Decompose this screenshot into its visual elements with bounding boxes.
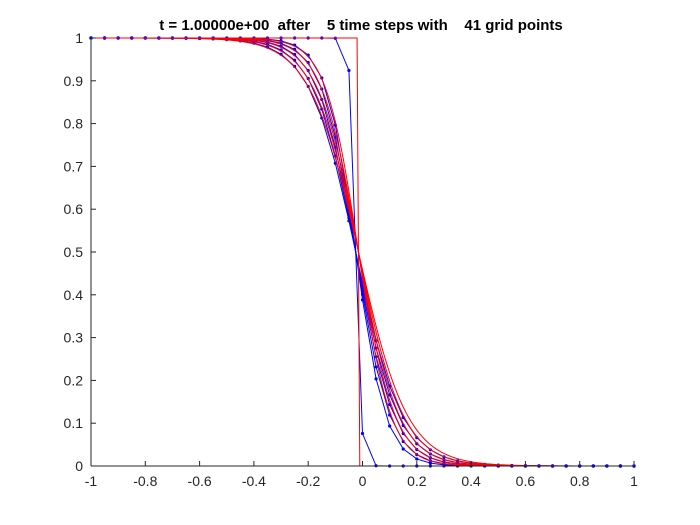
y-tick-label: 0.1: [64, 415, 84, 431]
x-tick-label: 0: [359, 473, 367, 489]
numerical-point: [415, 457, 419, 461]
numerical-point: [374, 377, 378, 381]
y-tick-label: 1: [75, 30, 83, 46]
x-tick-label: 0.4: [461, 473, 481, 489]
numerical-point: [401, 447, 405, 451]
ticks: -1 -0.8 -0.6 -0.4 -0.2 0 0.2 0.4 0.6 0.8 1 0 0.1 0.2 0…: [64, 30, 639, 489]
x-tick-label: -0.6: [188, 473, 212, 489]
y-tick-label: 0.2: [64, 372, 84, 388]
y-tick-label: 0.6: [64, 201, 84, 217]
x-tick-label: 0.6: [516, 473, 536, 489]
numerical-point: [388, 393, 392, 397]
y-tick-label: 0.4: [64, 287, 84, 303]
plot-area: [91, 38, 634, 466]
x-tick-label: -0.2: [296, 473, 320, 489]
y-tick-label: 0.3: [64, 330, 84, 346]
x-tick-label: 0.2: [407, 473, 427, 489]
x-tick-label: 0.8: [570, 473, 590, 489]
chart-title: t = 1.00000e+00 after 5 time steps with …: [159, 17, 563, 34]
numerical-point: [428, 461, 432, 465]
numerical-point: [374, 365, 378, 369]
y-tick-label: 0.7: [64, 158, 84, 174]
numerical-point: [360, 431, 365, 436]
numerical-point: [347, 68, 351, 73]
x-tick-label: -0.4: [242, 473, 266, 489]
y-tick-label: 0.9: [64, 73, 84, 89]
numerical-point: [388, 424, 392, 428]
x-tick-label: 1: [630, 473, 638, 489]
x-tick-label: -0.8: [133, 473, 157, 489]
numerical-point: [347, 219, 351, 223]
y-tick-label: 0.5: [64, 244, 84, 260]
x-tick-label: -1: [85, 473, 98, 489]
y-tick-label: 0: [75, 458, 83, 474]
y-tick-label: 0.8: [64, 116, 84, 132]
numerical-point: [415, 442, 419, 446]
